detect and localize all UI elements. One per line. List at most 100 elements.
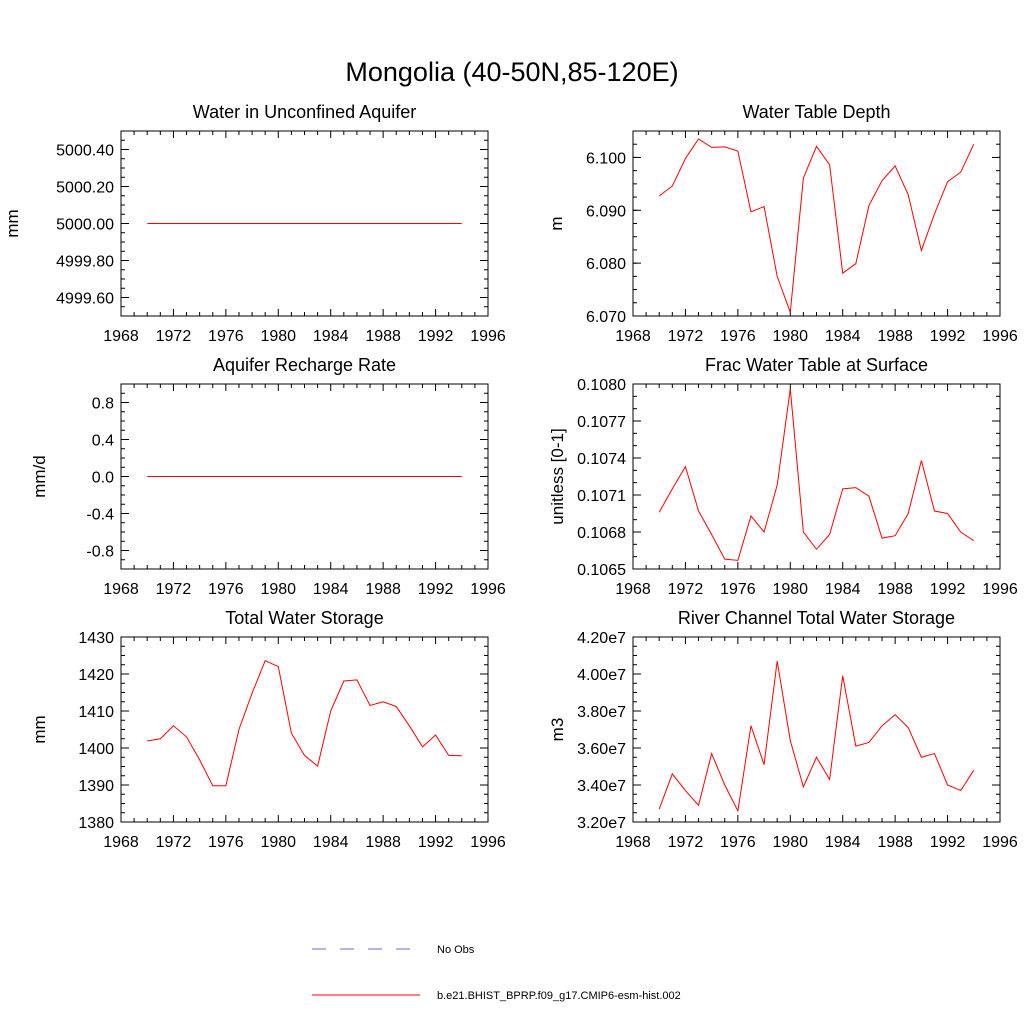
y-tick-label: 4.20e7: [577, 630, 626, 647]
x-tick-label: 1992: [930, 834, 966, 851]
x-tick-label: 1996: [982, 328, 1018, 345]
y-tick-label: 0.0: [92, 470, 114, 487]
y-tick-label: -0.8: [86, 544, 114, 561]
x-tick-label: 1992: [418, 581, 454, 598]
y-tick-label: 0.1077: [577, 414, 626, 431]
y-tick-label: 1390: [78, 778, 114, 795]
x-tick-label: 1980: [260, 328, 296, 345]
y-tick-label: 0.1071: [577, 488, 626, 505]
x-tick-label: 1968: [615, 581, 651, 598]
x-tick-label: 1980: [260, 834, 296, 851]
x-tick-label: 1984: [313, 834, 349, 851]
y-axis-label: unitless [0-1]: [548, 428, 567, 524]
y-tick-label: -0.4: [86, 507, 114, 524]
x-tick-label: 1972: [156, 581, 192, 598]
plot-frame: [120, 636, 489, 823]
y-tick-label: 4999.60: [56, 291, 114, 308]
panel-title: Frac Water Table at Surface: [705, 355, 928, 375]
x-tick-label: 1996: [470, 581, 506, 598]
x-tick-label: 1988: [877, 328, 913, 345]
x-tick-label: 1984: [313, 581, 349, 598]
x-tick-label: 1976: [208, 581, 244, 598]
y-tick-label: 3.40e7: [577, 778, 626, 795]
panel-title: Water in Unconfined Aquifer: [193, 102, 416, 122]
x-tick-label: 1976: [720, 581, 756, 598]
x-tick-label: 1972: [668, 328, 704, 345]
panel-title: Water Table Depth: [742, 102, 890, 122]
x-tick-label: 1980: [772, 328, 808, 345]
panel-title: River Channel Total Water Storage: [678, 608, 955, 628]
y-tick-label: 5000.20: [56, 180, 114, 197]
y-tick-label: 3.20e7: [577, 815, 626, 832]
legend-no-obs-label: No Obs: [437, 944, 475, 956]
series-line: [658, 138, 975, 313]
x-tick-label: 1976: [720, 834, 756, 851]
x-tick-label: 1972: [156, 834, 192, 851]
y-tick-label: 3.60e7: [577, 741, 626, 758]
y-tick-label: 4999.80: [56, 254, 114, 271]
panel-title: Aquifer Recharge Rate: [213, 355, 396, 375]
x-tick-label: 1988: [877, 581, 913, 598]
y-tick-label: 0.1068: [577, 525, 626, 542]
x-tick-label: 1976: [720, 328, 756, 345]
plot-frame: [632, 130, 1001, 317]
x-tick-label: 1968: [615, 834, 651, 851]
y-tick-label: 5000.00: [56, 217, 114, 234]
x-tick-label: 1972: [156, 328, 192, 345]
x-tick-label: 1984: [825, 581, 861, 598]
y-axis-label: m: [547, 216, 566, 230]
x-tick-label: 1992: [418, 834, 454, 851]
y-tick-label: 4.00e7: [577, 667, 626, 684]
x-tick-label: 1988: [365, 581, 401, 598]
panel-1: Water in Unconfined Aquifer 1968 1972 1976 1…: [3, 102, 506, 345]
x-tick-label: 1992: [930, 581, 966, 598]
x-tick-label: 1992: [930, 328, 966, 345]
x-tick-label: 1980: [772, 581, 808, 598]
y-tick-label: 1380: [78, 815, 114, 832]
x-tick-label: 1968: [103, 581, 139, 598]
y-axis-label: mm: [3, 209, 22, 237]
y-tick-label: 6.100: [586, 150, 626, 167]
x-tick-label: 1976: [208, 834, 244, 851]
figure-title: Mongolia (40-50N,85-120E): [345, 57, 678, 87]
legend: No Obs b.e21.BHIST_BPRP.f09_g17.CMIP6-es…: [312, 944, 681, 1002]
x-tick-label: 1984: [825, 834, 861, 851]
x-tick-label: 1972: [668, 834, 704, 851]
y-axis-label: mm: [30, 715, 49, 743]
legend-model-label: b.e21.BHIST_BPRP.f09_g17.CMIP6-esm-hist.…: [437, 990, 681, 1002]
series-line: [658, 388, 975, 561]
series-line: [147, 660, 462, 787]
series-line: [658, 660, 975, 813]
x-tick-label: 1980: [772, 834, 808, 851]
panel-3: Aquifer Recharge Rate 1968 1972 1976 1980 198…: [30, 355, 506, 598]
x-tick-label: 1972: [668, 581, 704, 598]
x-tick-label: 1996: [470, 328, 506, 345]
x-tick-label: 1988: [365, 834, 401, 851]
y-tick-label: 0.1080: [577, 377, 626, 394]
x-tick-label: 1968: [103, 834, 139, 851]
y-tick-label: 1420: [78, 667, 114, 684]
y-tick-label: 6.090: [586, 203, 626, 220]
y-axis-label: m3: [548, 718, 567, 742]
x-tick-label: 1988: [365, 328, 401, 345]
x-tick-label: 1996: [982, 834, 1018, 851]
panel-6: River Channel Total Water Storage 1968 197…: [548, 608, 1018, 851]
x-tick-label: 1980: [260, 581, 296, 598]
x-tick-label: 1984: [313, 328, 349, 345]
panel-4: Frac Water Table at Surface 1968 1972 1976 1…: [548, 355, 1018, 598]
x-tick-label: 1984: [825, 328, 861, 345]
y-tick-label: 1410: [78, 704, 114, 721]
y-tick-label: 0.8: [92, 396, 114, 413]
x-tick-label: 1988: [877, 834, 913, 851]
y-tick-label: 3.80e7: [577, 704, 626, 721]
y-tick-label: 0.1074: [577, 451, 626, 468]
x-tick-label: 1968: [615, 328, 651, 345]
y-axis-label: mm/d: [30, 455, 49, 498]
y-tick-label: 1430: [78, 630, 114, 647]
y-tick-label: 6.070: [586, 309, 626, 326]
panel-2: Water Table Depth 1968 1972 1976 1980 1984 198…: [547, 102, 1018, 345]
panel-5: Total Water Storage 1968 1972 1976 1980 1984 1…: [30, 608, 506, 851]
y-tick-label: 1400: [78, 741, 114, 758]
panels: Water in Unconfined Aquifer 1968 1972 1976 1…: [3, 102, 1018, 851]
